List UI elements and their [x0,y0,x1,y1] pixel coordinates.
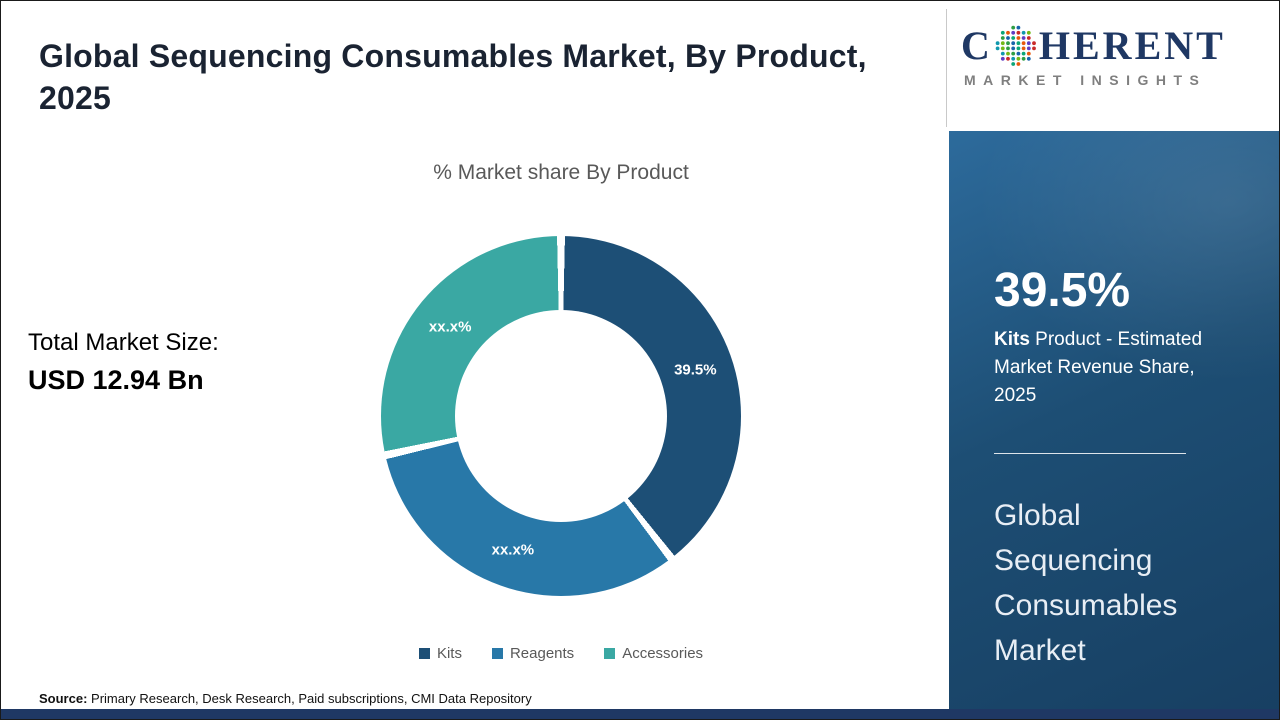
legend-label: Accessories [622,645,704,662]
highlight-stat-description: Kits Product - Estimated Market Revenue … [994,326,1234,410]
main-content: Global Sequencing Consumables Market, By… [1,1,949,719]
sidebar-market-title: Global Sequencing Consumables Market [994,499,1178,667]
total-market-block: Total Market Size: USD 12.94 Bn [28,329,219,396]
logo-divider [946,9,947,127]
chart-legend: Kits Reagents Accessories [191,645,931,662]
legend-item-reagents: Reagents [491,645,575,662]
panel-divider [994,453,1186,454]
legend-label: Kits [436,645,462,662]
page-title: Global Sequencing Consumables Market, By… [39,38,867,117]
brand-logo: C HERENT MARKET INSIGHTS [961,25,1261,89]
legend-label: Reagents [509,645,575,662]
globe-dots-icon [995,25,1037,67]
source-line: Source: Primary Research, Desk Research,… [39,691,532,706]
sidebar: C HERENT MARKET INSIGHTS 39.5% Kits Produ… [944,1,1279,719]
highlight-stat-value: 39.5% [994,264,1131,317]
donut-chart: 39.5% xx.x% xx.x% [381,236,741,596]
brand-wordmark: C HERENT [961,25,1261,67]
source-label: Source: [39,691,88,706]
highlight-stat-text: Product - Estimated Market Revenue Share… [994,329,1203,407]
legend-swatch-accessories [604,648,616,659]
total-market-label: Total Market Size: [28,329,219,356]
sidebar-panel: 39.5% Kits Product - Estimated Market Re… [949,131,1279,719]
brand-subtitle: MARKET INSIGHTS [964,72,1207,88]
brand-letters-rest: HERENT [1038,23,1226,68]
donut-hole [455,310,667,522]
slice-label-accessories: xx.x% [428,318,472,336]
chart-title: % Market share By Product [433,161,689,184]
brand-letter-c: C [961,23,993,68]
legend-swatch-kits [418,648,430,659]
source-text: Primary Research, Desk Research, Paid su… [87,691,532,706]
total-market-value: USD 12.94 Bn [28,365,204,395]
highlight-stat-bold: Kits [994,329,1030,350]
slice-label-kits: 39.5% [674,361,717,379]
bottom-accent-bar [1,709,1279,719]
slice-label-reagents: xx.x% [491,541,535,559]
legend-swatch-reagents [491,648,503,659]
legend-item-accessories: Accessories [604,645,703,662]
legend-item-kits: Kits [418,645,462,662]
